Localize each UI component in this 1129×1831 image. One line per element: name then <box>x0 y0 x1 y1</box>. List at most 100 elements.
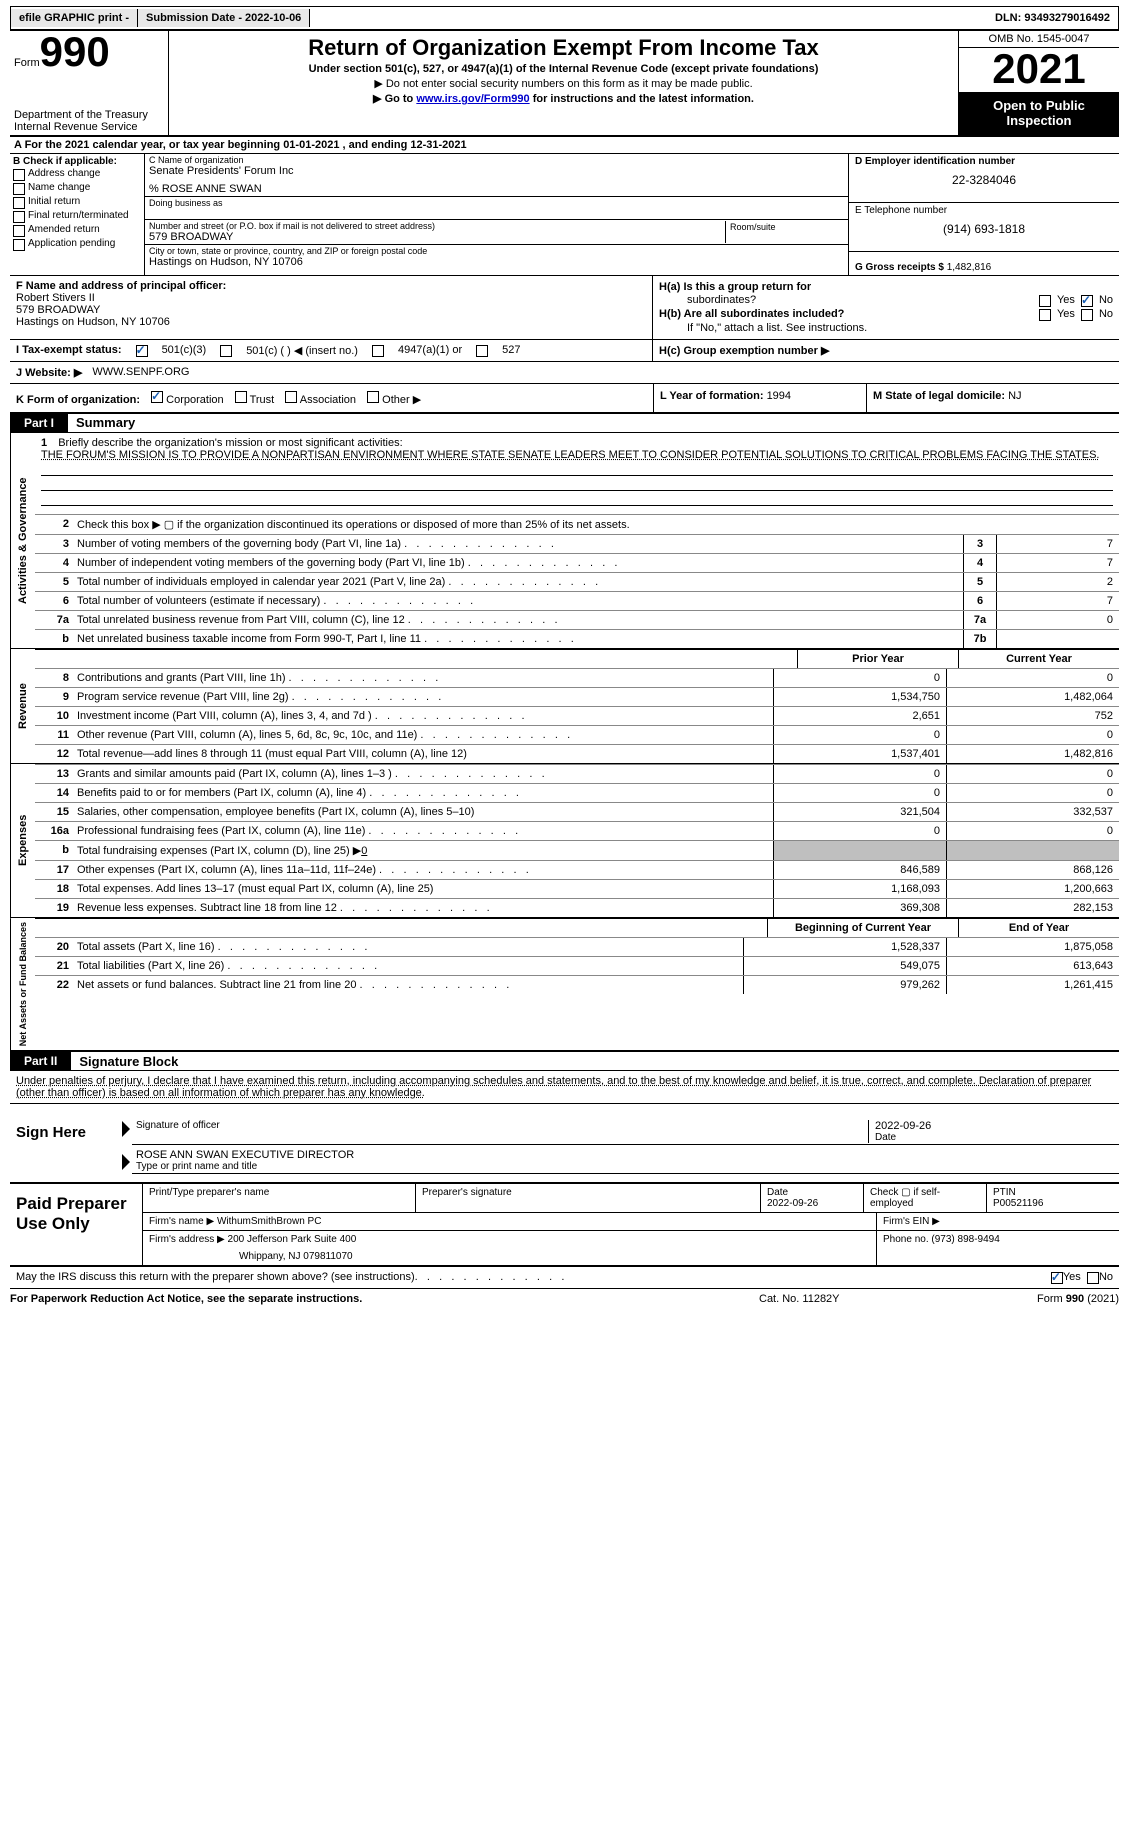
arrow-icon <box>122 1154 130 1170</box>
row-k: K Form of organization: Corporation Trus… <box>10 384 654 412</box>
form-title: Return of Organization Exempt From Incom… <box>175 35 952 61</box>
open-inspection: Open to Public Inspection <box>959 93 1119 135</box>
arrow-icon <box>122 1121 130 1137</box>
line-12-curr: 1,482,816 <box>946 745 1119 763</box>
expenses-label: Expenses <box>10 764 35 917</box>
sig-date: 2022-09-26 <box>875 1120 1115 1132</box>
submission-date-label: Submission Date - 2022-10-06 <box>138 9 310 27</box>
checkbox-other[interactable] <box>367 391 379 403</box>
paperwork-notice: For Paperwork Reduction Act Notice, see … <box>10 1293 759 1305</box>
checkbox-ha-no[interactable] <box>1081 295 1093 307</box>
line-19-curr: 282,153 <box>946 899 1119 917</box>
checkbox-4947[interactable] <box>372 345 384 357</box>
line-17-curr: 868,126 <box>946 861 1119 879</box>
box-c: C Name of organization Senate Presidents… <box>145 154 849 275</box>
line-11-curr: 0 <box>946 726 1119 744</box>
revenue-label: Revenue <box>10 649 35 763</box>
officer-printed-name: ROSE ANN SWAN EXECUTIVE DIRECTOR <box>136 1149 1115 1161</box>
subtitle-1: Under section 501(c), 527, or 4947(a)(1)… <box>175 63 952 75</box>
line-9-curr: 1,482,064 <box>946 688 1119 706</box>
website-value: WWW.SENPF.ORG <box>92 366 189 378</box>
line-5-value: 2 <box>997 573 1119 591</box>
catalog-number: Cat. No. 11282Y <box>759 1293 959 1305</box>
checkbox-discuss-yes[interactable] <box>1051 1272 1063 1284</box>
part-ii-title: Signature Block <box>71 1054 178 1069</box>
form-number: 990 <box>40 28 110 75</box>
checkbox-hb-no[interactable] <box>1081 309 1093 321</box>
form-word: Form <box>14 57 40 69</box>
line-8-prior: 0 <box>773 669 946 687</box>
line-8-curr: 0 <box>946 669 1119 687</box>
tax-year: 2021 <box>959 48 1119 93</box>
year-formation: 1994 <box>767 390 791 402</box>
part-ii-header: Part II <box>10 1052 71 1070</box>
line-21-curr: 613,643 <box>946 957 1119 975</box>
line-21-prior: 549,075 <box>743 957 946 975</box>
checkbox-501c3[interactable] <box>136 345 148 357</box>
checkbox-amended[interactable] <box>13 225 25 237</box>
box-f: F Name and address of principal officer:… <box>10 276 653 339</box>
line-22-curr: 1,261,415 <box>946 976 1119 994</box>
checkbox-initial-return[interactable] <box>13 197 25 209</box>
checkbox-final-return[interactable] <box>13 211 25 223</box>
box-h: H(a) Is this a group return for subordin… <box>653 276 1119 339</box>
checkbox-discuss-no[interactable] <box>1087 1272 1099 1284</box>
line-13-curr: 0 <box>946 765 1119 783</box>
activities-governance-label: Activities & Governance <box>10 433 35 648</box>
mission-text: THE FORUM'S MISSION IS TO PROVIDE A NONP… <box>41 449 1100 461</box>
line-16a-curr: 0 <box>946 822 1119 840</box>
care-of: % ROSE ANNE SWAN <box>149 183 844 195</box>
officer-name: Robert Stivers II <box>16 292 646 304</box>
checkbox-trust[interactable] <box>235 391 247 403</box>
treasury-dept: Department of the Treasury <box>14 109 164 121</box>
checkbox-name-change[interactable] <box>13 183 25 195</box>
street-address: 579 BROADWAY <box>149 231 725 243</box>
firm-phone: (973) 898-9494 <box>931 1234 999 1245</box>
checkbox-hb-yes[interactable] <box>1039 309 1051 321</box>
phone-value: (914) 693-1818 <box>855 222 1113 236</box>
line-9-prior: 1,534,750 <box>773 688 946 706</box>
line-13-prior: 0 <box>773 765 946 783</box>
line-11-prior: 0 <box>773 726 946 744</box>
checkbox-ha-yes[interactable] <box>1039 295 1051 307</box>
preparer-date: 2022-09-26 <box>767 1198 818 1209</box>
line-6-value: 7 <box>997 592 1119 610</box>
line-10-prior: 2,651 <box>773 707 946 725</box>
line-12-prior: 1,537,401 <box>773 745 946 763</box>
net-assets-label: Net Assets or Fund Balances <box>10 918 35 1050</box>
line-15-prior: 321,504 <box>773 803 946 821</box>
line-7a-value: 0 <box>997 611 1119 629</box>
part-i-header: Part I <box>10 414 68 432</box>
line-3-value: 7 <box>997 535 1119 553</box>
line-16b-prior <box>773 841 946 860</box>
paid-preparer-label: Paid Preparer Use Only <box>10 1184 143 1265</box>
city-state-zip: Hastings on Hudson, NY 10706 <box>149 256 844 268</box>
line-10-curr: 752 <box>946 707 1119 725</box>
irs-label: Internal Revenue Service <box>14 121 164 133</box>
top-toolbar: efile GRAPHIC print - Submission Date - … <box>10 6 1119 31</box>
row-j-website: J Website: ▶ WWW.SENPF.ORG <box>10 362 1119 384</box>
checkbox-501c[interactable] <box>220 345 232 357</box>
subtitle-3: ▶ Go to www.irs.gov/Form990 for instruct… <box>175 92 952 105</box>
checkbox-assoc[interactable] <box>285 391 297 403</box>
line-16a-prior: 0 <box>773 822 946 840</box>
line-16b-curr <box>946 841 1119 860</box>
part-i-title: Summary <box>68 415 135 430</box>
sign-here-label: Sign Here <box>10 1104 112 1182</box>
subtitle-2: ▶ Do not enter social security numbers o… <box>175 77 952 90</box>
firm-address-1: 200 Jefferson Park Suite 400 <box>228 1234 357 1245</box>
checkbox-527[interactable] <box>476 345 488 357</box>
checkbox-pending[interactable] <box>13 239 25 251</box>
line-14-prior: 0 <box>773 784 946 802</box>
gross-receipts: 1,482,816 <box>947 262 992 273</box>
irs-link[interactable]: www.irs.gov/Form990 <box>416 93 529 105</box>
line-14-curr: 0 <box>946 784 1119 802</box>
line-18-prior: 1,168,093 <box>773 880 946 898</box>
line-7b-value <box>997 630 1119 648</box>
checkbox-corp[interactable] <box>151 391 163 403</box>
checkbox-address-change[interactable] <box>13 169 25 181</box>
perjury-statement: Under penalties of perjury, I declare th… <box>10 1071 1119 1104</box>
efile-print-label: efile GRAPHIC print - <box>11 9 138 27</box>
form-header: Form990 Department of the Treasury Inter… <box>10 31 1119 137</box>
box-b: B Check if applicable: Address change Na… <box>10 154 145 275</box>
